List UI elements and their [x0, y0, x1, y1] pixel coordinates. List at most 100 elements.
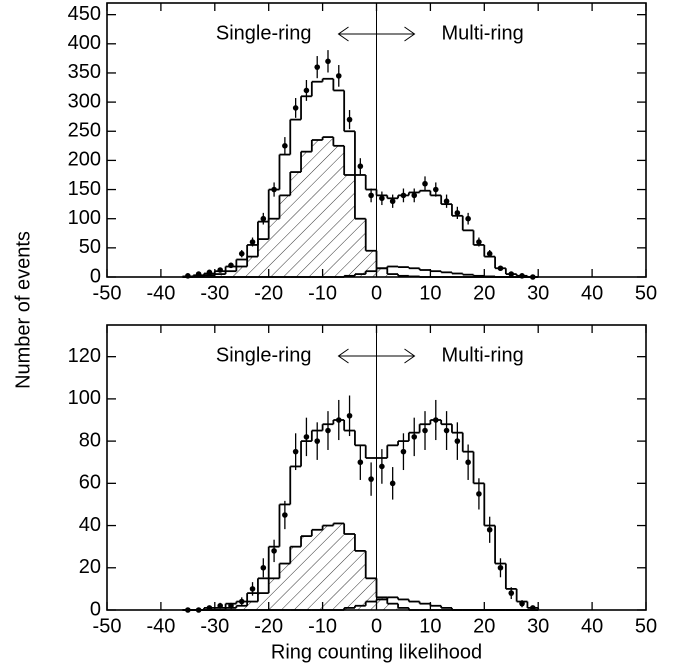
data-point	[271, 548, 277, 554]
data-point	[519, 600, 525, 607]
y-tick-label: 200	[68, 149, 101, 171]
data-point	[443, 198, 450, 205]
hatched-bin	[344, 534, 355, 610]
data-point	[389, 198, 396, 205]
data-point	[249, 239, 256, 245]
arrow	[337, 26, 377, 42]
data-point	[422, 427, 428, 434]
hatched-bin	[344, 174, 355, 277]
x-tick-label: 20	[473, 282, 495, 304]
hatched-bin	[257, 593, 269, 610]
hatched-bin	[236, 605, 248, 610]
hatched-bin	[333, 145, 345, 277]
y-tick-label: 150	[68, 178, 101, 200]
y-tick-label: 400	[68, 32, 101, 54]
x-tick-label: -20	[254, 615, 283, 637]
hatched-bin	[290, 546, 302, 610]
hatched-bin	[354, 218, 366, 277]
x-tick-label: 0	[371, 615, 382, 637]
y-tick-label: 20	[79, 556, 101, 578]
data-point	[249, 586, 256, 592]
x-tick-label: -50	[93, 282, 122, 304]
data-point	[271, 186, 277, 193]
data-point	[443, 427, 450, 434]
data-point	[400, 448, 407, 455]
data-point	[508, 271, 515, 277]
y-axis-label: Number of events	[12, 231, 34, 389]
x-tick-label: 40	[581, 282, 603, 304]
y-tick-label: 450	[68, 3, 101, 25]
y-tick-label: 40	[79, 514, 101, 536]
data-point	[314, 64, 321, 70]
x-tick-label: -30	[200, 282, 229, 304]
data-point	[508, 590, 515, 596]
hatched-bin	[376, 268, 388, 277]
arrow	[337, 348, 377, 364]
hatched-bin	[322, 137, 334, 277]
data-point	[303, 434, 310, 440]
data-point	[314, 438, 321, 444]
data-point	[238, 250, 245, 257]
y-tick-label: 100	[68, 387, 101, 409]
x-tick-label: -40	[146, 615, 175, 637]
arrow	[376, 26, 416, 42]
data-point	[476, 491, 482, 497]
plot-frame	[106, 324, 647, 611]
data-point	[303, 87, 310, 94]
hatched-bin	[236, 266, 248, 277]
hatched-bin	[279, 195, 291, 277]
data-point	[292, 105, 299, 111]
data-point	[195, 271, 202, 277]
hatched-bin	[311, 529, 323, 610]
data-point	[486, 526, 493, 533]
data-point	[411, 434, 418, 440]
x-tick-label: 50	[635, 282, 657, 304]
data-point	[465, 215, 471, 222]
x-tick-label: -50	[93, 615, 122, 637]
arrow	[376, 348, 416, 364]
hatched-bin	[398, 607, 409, 610]
hatched-bin	[247, 601, 258, 610]
data-point	[432, 417, 439, 423]
hatched-bin	[268, 578, 280, 610]
data-point	[346, 116, 353, 123]
hatched-bin	[214, 274, 226, 277]
hatched-bin	[225, 607, 237, 610]
x-tick-label: 10	[419, 282, 441, 304]
hatched-bin	[311, 140, 323, 277]
x-tick-label: 30	[527, 615, 549, 637]
y-tick-label: 300	[68, 90, 101, 112]
y-tick-label: 60	[79, 472, 101, 494]
data-point	[228, 602, 234, 609]
data-point	[238, 598, 245, 605]
data-point	[335, 73, 342, 79]
x-tick-label: 30	[527, 282, 549, 304]
x-tick-label: -10	[308, 282, 337, 304]
data-point	[379, 195, 385, 202]
data-point	[454, 438, 461, 444]
data-point	[368, 476, 374, 482]
hatched-bin	[279, 563, 291, 610]
data-point	[454, 210, 461, 216]
data-point	[357, 163, 364, 170]
hatched-bin	[290, 172, 302, 277]
data-point	[497, 265, 504, 272]
data-point	[368, 192, 374, 199]
data-point	[217, 602, 223, 609]
data-point	[389, 480, 396, 487]
y-tick-label: 50	[79, 236, 101, 258]
data-point	[486, 250, 493, 257]
y-tick-label: 0	[90, 265, 101, 287]
hatched-bin	[387, 274, 399, 277]
y-tick-label: 250	[68, 120, 101, 142]
data-point	[476, 239, 482, 245]
data-point	[228, 262, 234, 269]
data-point	[411, 192, 418, 199]
data-point	[260, 564, 267, 571]
hatched-bin	[333, 523, 345, 610]
hatched-bin	[301, 536, 312, 610]
hatched-bin	[268, 218, 280, 277]
x-tick-label: -20	[254, 282, 283, 304]
hatched-bin	[247, 256, 258, 277]
